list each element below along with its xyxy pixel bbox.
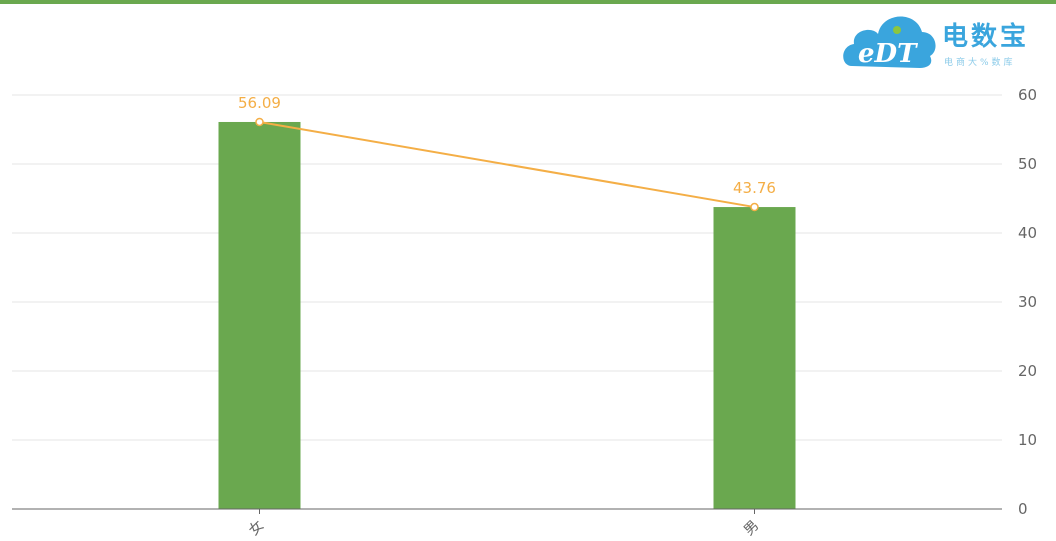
axes: 0 10 20 30 40 50 60 女 男 bbox=[12, 86, 1037, 539]
grid-lines bbox=[12, 94, 1002, 441]
line-series-path bbox=[259, 120, 755, 209]
y-tick-label: 40 bbox=[1018, 224, 1037, 242]
x-category-label: 女 bbox=[245, 517, 267, 539]
brand-logo: eDT 电数宝 电商大%数库 bbox=[842, 4, 1056, 74]
x-category-label: 男 bbox=[741, 518, 762, 539]
bar-女 bbox=[218, 121, 301, 509]
line-point bbox=[750, 202, 759, 212]
y-tick-label: 20 bbox=[1018, 362, 1037, 380]
data-label: 43.76 bbox=[733, 179, 776, 197]
data-label: 56.09 bbox=[238, 94, 281, 112]
logo-cloud-text: eDT bbox=[858, 39, 918, 69]
top-accent-bar bbox=[0, 0, 1056, 4]
y-tick-label: 0 bbox=[1018, 500, 1028, 518]
y-tick-label: 50 bbox=[1018, 155, 1037, 173]
y-tick-label: 60 bbox=[1018, 86, 1037, 104]
bar-男 bbox=[713, 207, 796, 509]
data-labels: 56.09 43.76 bbox=[238, 94, 776, 197]
cloud-shape bbox=[843, 16, 936, 68]
y-tick-label: 30 bbox=[1018, 293, 1037, 311]
logo-brand-text: 电数宝 bbox=[942, 22, 1030, 52]
line-series bbox=[255, 117, 759, 212]
bars bbox=[218, 121, 796, 509]
logo-green-dot bbox=[893, 26, 901, 34]
line-point bbox=[255, 117, 264, 127]
logo-sub-text: 电商大%数库 bbox=[944, 58, 1016, 68]
y-tick-label: 10 bbox=[1018, 431, 1037, 449]
cloud-logo-icon: eDT bbox=[843, 16, 936, 69]
